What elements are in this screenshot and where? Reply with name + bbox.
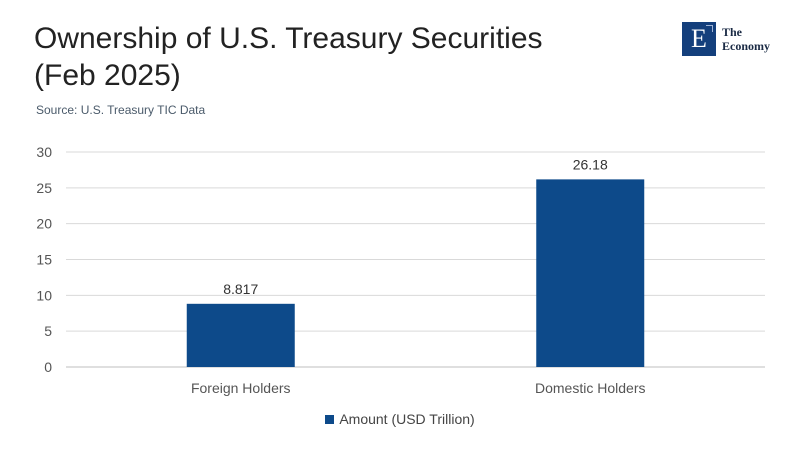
y-axis-ticks: 0 5 10 15 20 25 30	[36, 144, 52, 375]
source-note: Source: U.S. Treasury TIC Data	[36, 103, 206, 117]
gridlines	[66, 151, 765, 368]
chart-title-line-2: (Feb 2025)	[34, 59, 181, 92]
logo-text-line-2: Economy	[722, 39, 770, 53]
data-label: 26.18	[573, 156, 608, 172]
data-label: 8.817	[223, 281, 258, 297]
y-tick-label: 10	[36, 287, 52, 303]
logo-text: The Economy	[722, 25, 770, 53]
logo-e-icon: E	[682, 22, 716, 56]
x-axis-labels: Foreign Holders Domestic Holders	[191, 380, 646, 396]
y-tick-label: 0	[44, 359, 52, 375]
bars	[186, 179, 645, 367]
data-labels: 8.817 26.18	[223, 156, 608, 296]
y-tick-label: 25	[36, 180, 52, 196]
legend-label: Amount (USD Trillion)	[339, 411, 475, 427]
bar-foreign-holders	[186, 303, 295, 367]
chart-title-line-1: Ownership of U.S. Treasury Securities	[34, 22, 543, 55]
y-tick-label: 20	[36, 216, 52, 232]
x-tick-label: Domestic Holders	[535, 380, 645, 396]
bar-domestic-holders	[536, 179, 645, 367]
y-tick-label: 30	[36, 144, 52, 160]
legend: Amount (USD Trillion)	[0, 411, 800, 427]
legend-swatch	[325, 414, 335, 424]
logo-text-line-1: The	[722, 25, 743, 39]
y-tick-label: 5	[44, 323, 52, 339]
x-tick-label: Foreign Holders	[191, 380, 291, 396]
brand-logo: E The Economy	[682, 22, 770, 56]
chart-title: Ownership of U.S. Treasury Securities (F…	[34, 20, 594, 94]
y-tick-label: 15	[36, 252, 52, 268]
